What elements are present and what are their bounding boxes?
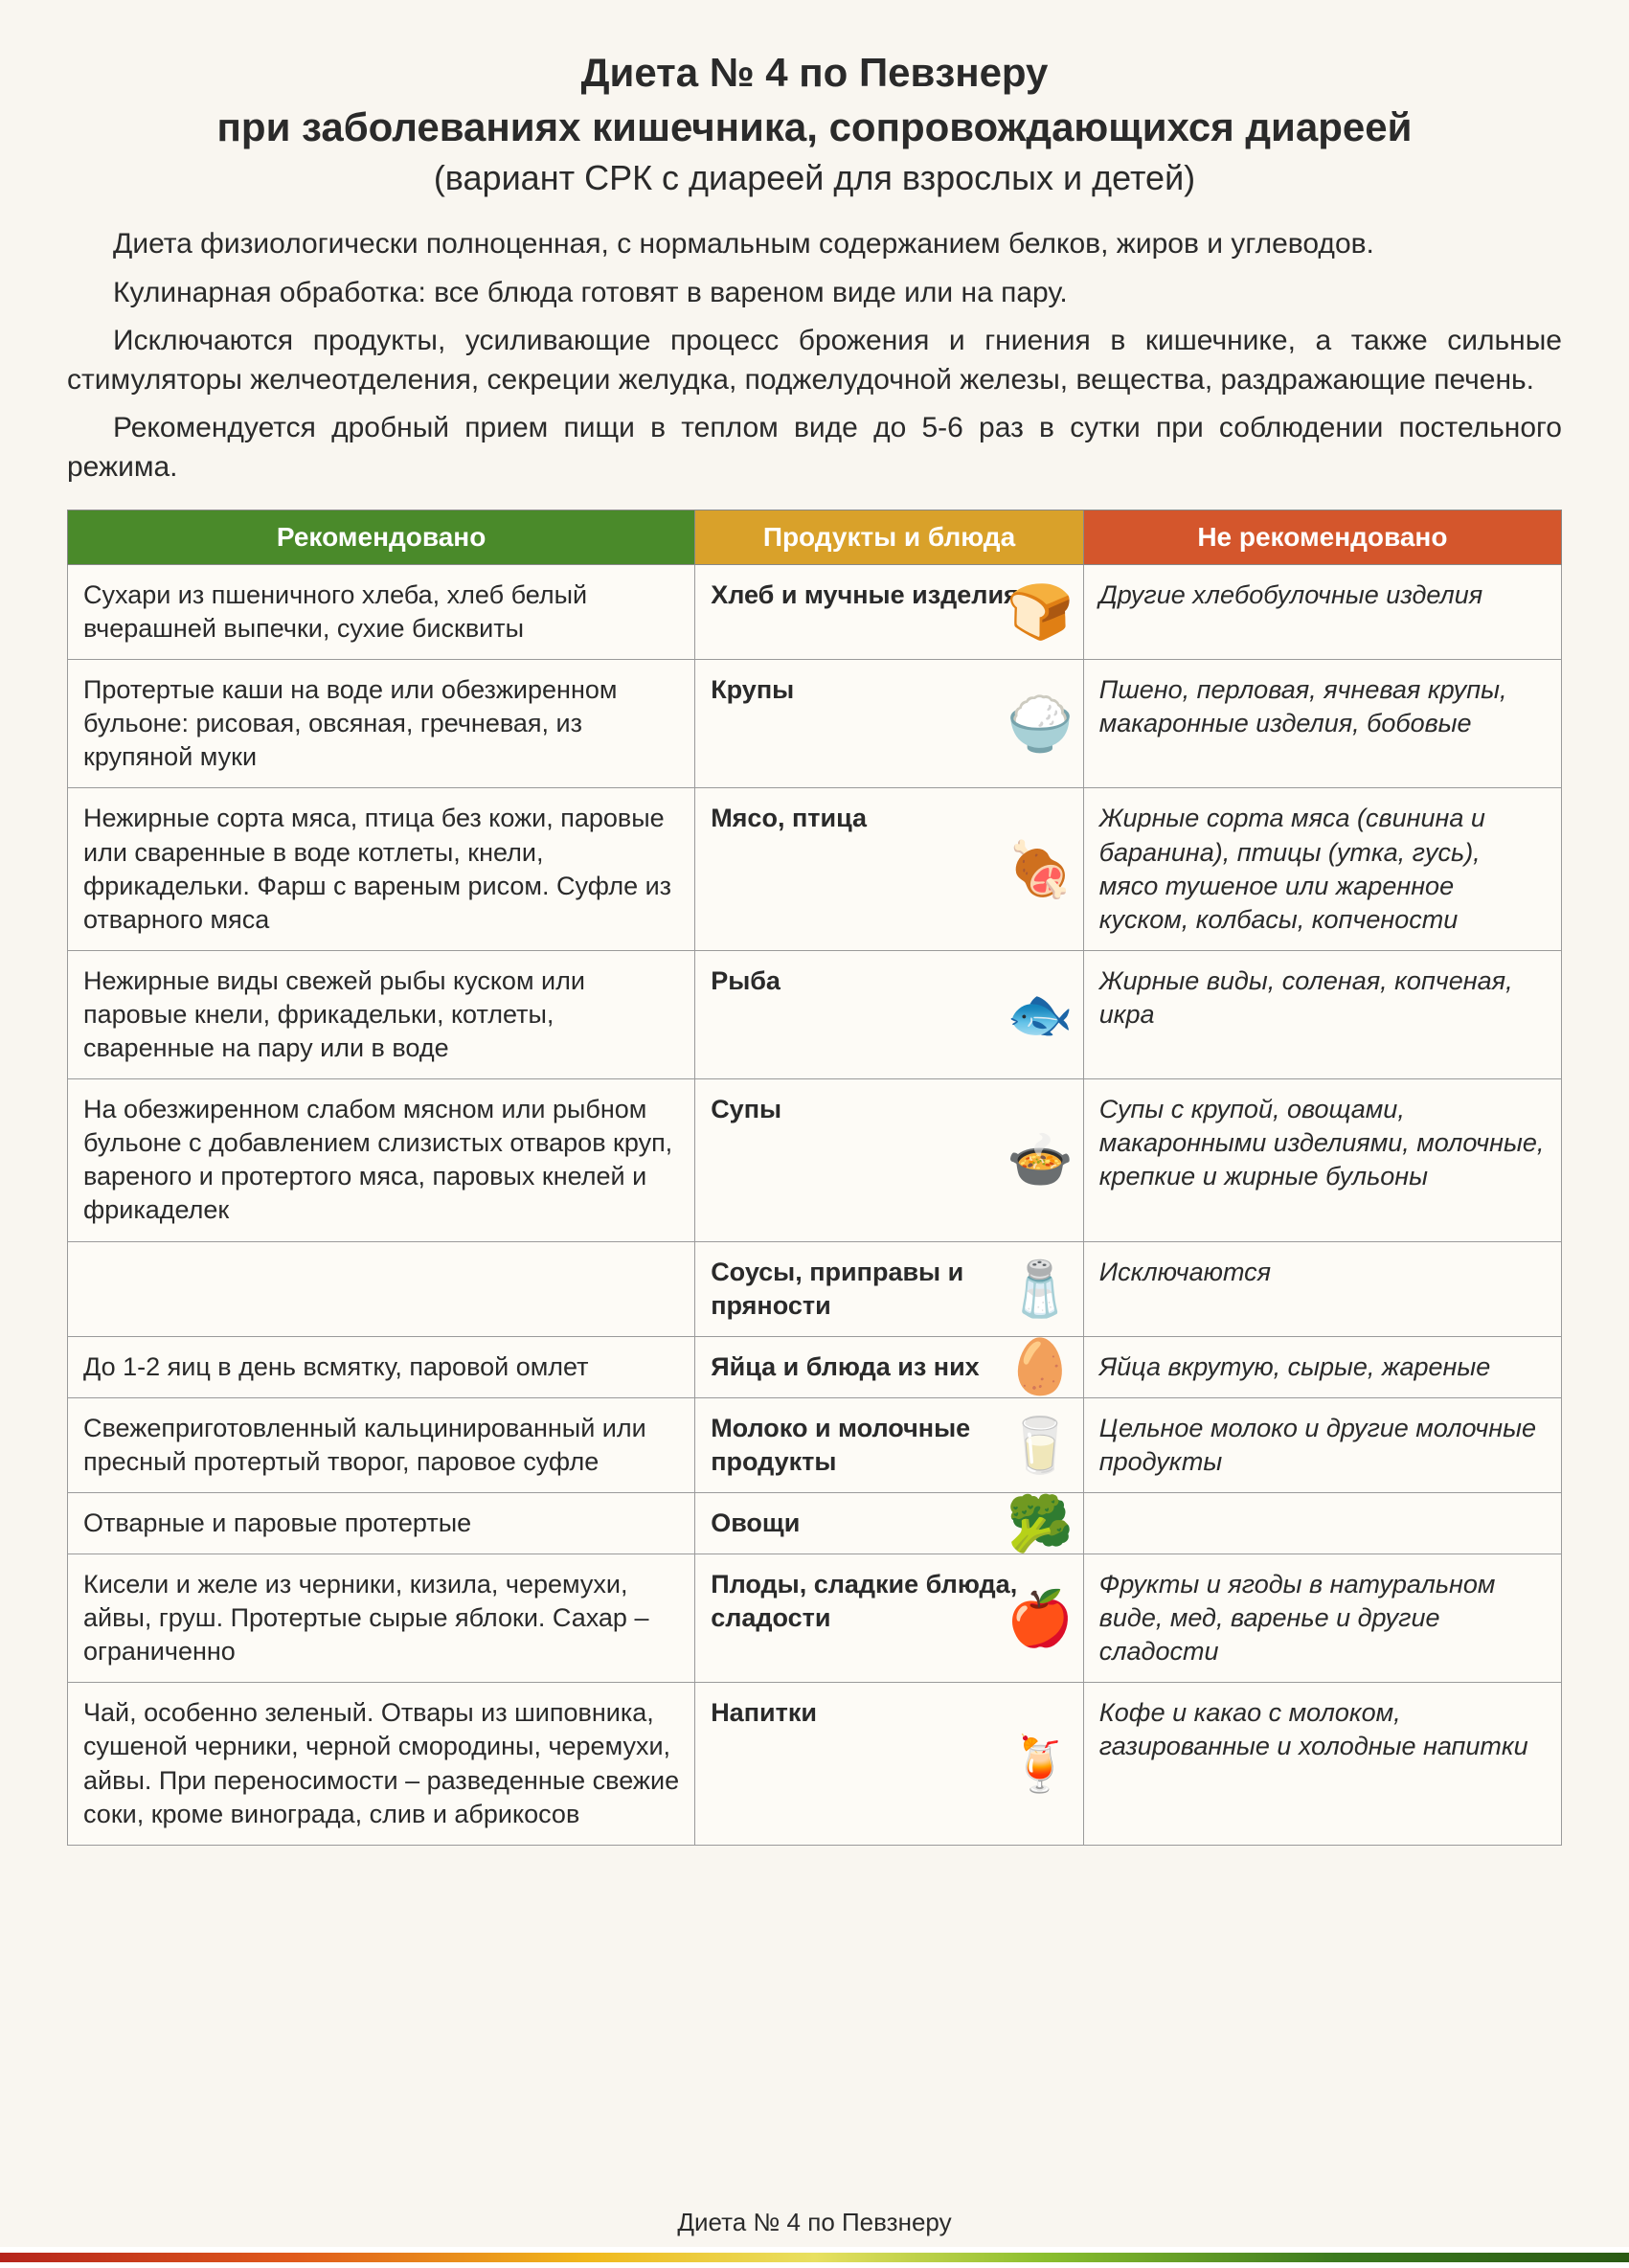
category-icon: 🍖 (1007, 843, 1074, 896)
category-icon: 🍎 (1007, 1592, 1074, 1645)
cell-recommended: Протертые каши на воде или обезжиренном … (68, 660, 695, 788)
category-label: Напитки (711, 1698, 817, 1727)
cell-recommended: Сухари из пшеничного хлеба, хлеб белый в… (68, 565, 695, 660)
cell-not-recommended: Яйца вкрутую, сырые, жареные (1083, 1336, 1561, 1397)
category-label: Соусы, приправы и пряности (711, 1258, 963, 1320)
cell-recommended: Нежирные виды свежей рыбы куском или пар… (68, 950, 695, 1078)
category-label: Плоды, сладкие блюда, сладости (711, 1570, 1017, 1632)
intro-p4: Рекомендуется дробный прием пищи в тепло… (67, 409, 1562, 487)
cell-recommended: Чай, особенно зеленый. Отвары из шиповни… (68, 1683, 695, 1845)
cell-category: Напитки 🍹 (695, 1683, 1084, 1845)
category-icon: 🍹 (1007, 1737, 1074, 1791)
cell-recommended (68, 1241, 695, 1336)
category-label: Хлеб и мучные изделия (711, 580, 1019, 609)
category-icon: 🥚 (1007, 1340, 1074, 1394)
cell-category: Мясо, птица 🍖 (695, 788, 1084, 950)
title-line1: Диета № 4 по Певзнеру (67, 48, 1562, 99)
table-row: Нежирные виды свежей рыбы куском или пар… (68, 950, 1562, 1078)
intro-p2: Кулинарная обработка: все блюда готовят … (67, 274, 1562, 313)
header-recommended: Рекомендовано (68, 510, 695, 565)
cell-category: Соусы, приправы и пряности 🧂 (695, 1241, 1084, 1336)
table-row: На обезжиренном слабом мясном или рыбном… (68, 1079, 1562, 1241)
category-icon: 🧂 (1007, 1262, 1074, 1316)
cell-not-recommended: Исключаются (1083, 1241, 1561, 1336)
title-block: Диета № 4 по Певзнеру при заболеваниях к… (67, 48, 1562, 198)
cell-recommended: До 1-2 яиц в день всмятку, паровой омлет (68, 1336, 695, 1397)
category-label: Яйца и блюда из них (711, 1352, 980, 1381)
cell-recommended: Нежирные сорта мяса, птица без кожи, пар… (68, 788, 695, 950)
cell-recommended: Кисели и желе из черники, кизила, черему… (68, 1554, 695, 1683)
page: Диета № 4 по Певзнеру при заболеваниях к… (0, 0, 1629, 2268)
category-icon: 🥦 (1007, 1497, 1074, 1551)
cell-category: Супы 🍲 (695, 1079, 1084, 1241)
cell-category: Яйца и блюда из них 🥚 (695, 1336, 1084, 1397)
cell-not-recommended: Супы с крупой, овощами, макаронными изде… (1083, 1079, 1561, 1241)
table-row: Сухари из пшеничного хлеба, хлеб белый в… (68, 565, 1562, 660)
table-row: Соусы, приправы и пряности 🧂Исключаются (68, 1241, 1562, 1336)
cell-not-recommended: Жирные виды, соленая, копченая, икра (1083, 950, 1561, 1078)
cell-not-recommended: Фрукты и ягоды в натуральном виде, мед, … (1083, 1554, 1561, 1683)
cell-not-recommended (1083, 1492, 1561, 1554)
footer: Диета № 4 по Певзнеру (0, 2187, 1629, 2268)
cell-not-recommended: Другие хлебобулочные изделия (1083, 565, 1561, 660)
cell-recommended: Отварные и паровые протертые (68, 1492, 695, 1554)
cell-category: Овощи 🥦 (695, 1492, 1084, 1554)
table-row: Протертые каши на воде или обезжиренном … (68, 660, 1562, 788)
intro-block: Диета физиологически полноценная, с норм… (67, 225, 1562, 487)
table-row: Свежеприготовленный кальцинированный или… (68, 1397, 1562, 1492)
category-icon: 🐟 (1007, 987, 1074, 1041)
category-icon: 🍚 (1007, 697, 1074, 751)
category-label: Крупы (711, 675, 794, 704)
category-icon: 🥛 (1007, 1418, 1074, 1472)
table-row: До 1-2 яиц в день всмятку, паровой омлет… (68, 1336, 1562, 1397)
header-not: Не рекомендовано (1083, 510, 1561, 565)
cell-category: Плоды, сладкие блюда, сладости🍎 (695, 1554, 1084, 1683)
table-row: Отварные и паровые протертые Овощи 🥦 (68, 1492, 1562, 1554)
cell-category: Хлеб и мучные изделия🍞 (695, 565, 1084, 660)
table-row: Нежирные сорта мяса, птица без кожи, пар… (68, 788, 1562, 950)
category-label: Супы (711, 1095, 781, 1123)
table-row: Кисели и желе из черники, кизила, черему… (68, 1554, 1562, 1683)
category-label: Рыба (711, 966, 781, 995)
cell-not-recommended: Жирные сорта мяса (свинина и баранина), … (1083, 788, 1561, 950)
title-note: (вариант СРК с диареей для взрослых и де… (67, 158, 1562, 198)
category-icon: 🍲 (1007, 1133, 1074, 1187)
cell-recommended: Свежеприготовленный кальцинированный или… (68, 1397, 695, 1492)
cell-category: Молоко и молочные продукты 🥛 (695, 1397, 1084, 1492)
intro-p3: Исключаются продукты, усиливающие процес… (67, 322, 1562, 399)
cell-not-recommended: Цельное молоко и другие молочные продукт… (1083, 1397, 1561, 1492)
category-label: Молоко и молочные продукты (711, 1414, 970, 1476)
cell-category: Рыба 🐟 (695, 950, 1084, 1078)
cell-recommended: На обезжиренном слабом мясном или рыбном… (68, 1079, 695, 1241)
rainbow-divider (0, 2247, 1629, 2268)
header-category: Продукты и блюда (695, 510, 1084, 565)
title-line2: при заболеваниях кишечника, сопровождающ… (67, 102, 1562, 153)
intro-p1: Диета физиологически полноценная, с норм… (67, 225, 1562, 264)
category-label: Овощи (711, 1508, 800, 1537)
cell-not-recommended: Пшено, перловая, ячневая крупы, макаронн… (1083, 660, 1561, 788)
category-label: Мясо, птица (711, 804, 867, 832)
table-header-row: Рекомендовано Продукты и блюда Не рекоме… (68, 510, 1562, 565)
cell-not-recommended: Кофе и какао с молоком, газированные и х… (1083, 1683, 1561, 1845)
category-icon: 🍞 (1007, 585, 1074, 639)
cell-category: Крупы 🍚 (695, 660, 1084, 788)
table-row: Чай, особенно зеленый. Отвары из шиповни… (68, 1683, 1562, 1845)
diet-table: Рекомендовано Продукты и блюда Не рекоме… (67, 510, 1562, 1846)
footer-caption: Диета № 4 по Певзнеру (0, 2187, 1629, 2247)
